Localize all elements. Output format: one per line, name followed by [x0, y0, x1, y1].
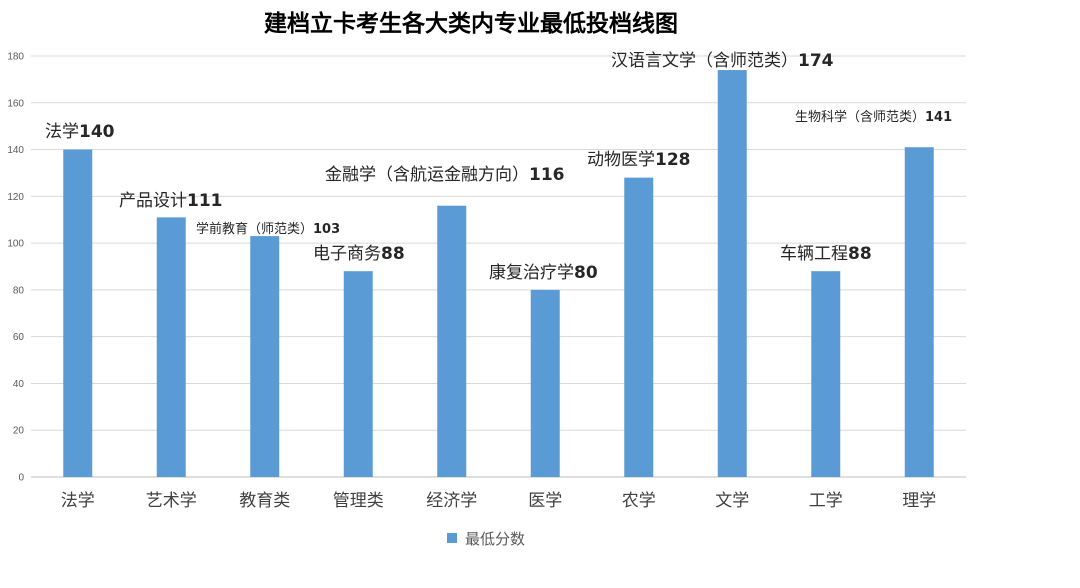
data-label-major: 汉语言文学（含师范类） — [611, 51, 798, 71]
y-tick-label: 120 — [7, 192, 24, 203]
x-tick-label: 文学 — [715, 491, 749, 511]
data-label-major: 法学 — [45, 122, 79, 142]
y-axis-tick-labels: 0 20 40 60 80 100 120 140 160 180 — [7, 52, 24, 484]
data-label-value: 88 — [381, 244, 405, 264]
data-label: 金融学（含航运金融方向）116 — [325, 165, 565, 185]
legend-swatch — [447, 533, 457, 543]
data-label-major: 金融学（含航运金融方向） — [325, 165, 529, 185]
data-label-value: 174 — [798, 51, 834, 71]
chart-title: 建档立卡考生各大类内专业最低投档线图 — [264, 10, 678, 37]
data-label-major: 康复治疗学 — [489, 263, 574, 283]
y-tick-label: 0 — [18, 473, 24, 484]
legend: 最低分数 — [447, 530, 525, 548]
data-label: 康复治疗学80 — [489, 263, 598, 283]
data-label-major: 产品设计 — [119, 191, 187, 211]
x-tick-label: 法学 — [61, 491, 95, 511]
bar — [250, 236, 280, 477]
data-label-value: 88 — [848, 244, 872, 264]
y-tick-label: 100 — [7, 239, 24, 250]
data-label-major: 动物医学 — [587, 150, 655, 170]
y-tick-label: 80 — [13, 285, 25, 296]
data-label-value: 140 — [79, 122, 115, 142]
y-tick-label: 60 — [13, 332, 25, 343]
bar — [156, 217, 186, 477]
x-tick-label: 理学 — [902, 491, 936, 511]
bar — [343, 271, 373, 477]
y-tick-label: 20 — [13, 426, 25, 437]
data-label: 汉语言文学（含师范类）174 — [611, 51, 834, 71]
gridlines — [31, 55, 966, 478]
data-labels: 法学140产品设计111学前教育（师范类）103电子商务88金融学（含航运金融方… — [45, 51, 952, 283]
data-label-major: 生物科学（含师范类） — [795, 109, 925, 125]
x-axis-tick-labels: 法学 艺术学 教育类 管理类 经济学 医学 农学 文学 工学 理学 — [61, 491, 937, 511]
data-label: 产品设计111 — [119, 191, 223, 211]
bar — [811, 271, 841, 477]
data-label-major: 电子商务 — [313, 244, 381, 264]
y-tick-label: 180 — [7, 52, 24, 63]
y-tick-label: 140 — [7, 145, 24, 156]
bar — [904, 147, 934, 477]
x-tick-label: 工学 — [809, 491, 843, 511]
data-label: 生物科学（含师范类）141 — [795, 109, 952, 125]
x-tick-label: 农学 — [622, 491, 656, 511]
data-label-value: 141 — [925, 110, 952, 125]
x-tick-label: 经济学 — [426, 491, 477, 511]
data-label: 动物医学128 — [587, 150, 691, 170]
data-label-value: 116 — [529, 165, 565, 185]
x-tick-label: 艺术学 — [146, 491, 197, 511]
data-label: 电子商务88 — [313, 244, 405, 264]
bars — [63, 70, 934, 478]
x-tick-label: 教育类 — [239, 491, 290, 511]
data-label-value: 128 — [655, 150, 691, 170]
y-tick-label: 40 — [13, 379, 25, 390]
bar — [63, 149, 93, 478]
data-label-major: 车辆工程 — [780, 244, 848, 264]
y-tick-label: 160 — [7, 98, 24, 109]
bar — [717, 70, 747, 478]
legend-label: 最低分数 — [465, 530, 525, 548]
bar — [530, 289, 560, 477]
data-label: 法学140 — [45, 122, 115, 142]
data-label-value: 80 — [574, 263, 598, 283]
data-label-value: 103 — [313, 222, 340, 237]
data-label: 学前教育（师范类）103 — [196, 221, 340, 237]
x-tick-label: 管理类 — [333, 491, 384, 511]
data-label-major: 学前教育（师范类） — [196, 221, 313, 237]
bar — [624, 177, 654, 477]
x-tick-label: 医学 — [528, 491, 562, 511]
data-label-value: 111 — [187, 191, 223, 211]
bar — [437, 205, 467, 477]
data-label: 车辆工程88 — [780, 244, 872, 264]
